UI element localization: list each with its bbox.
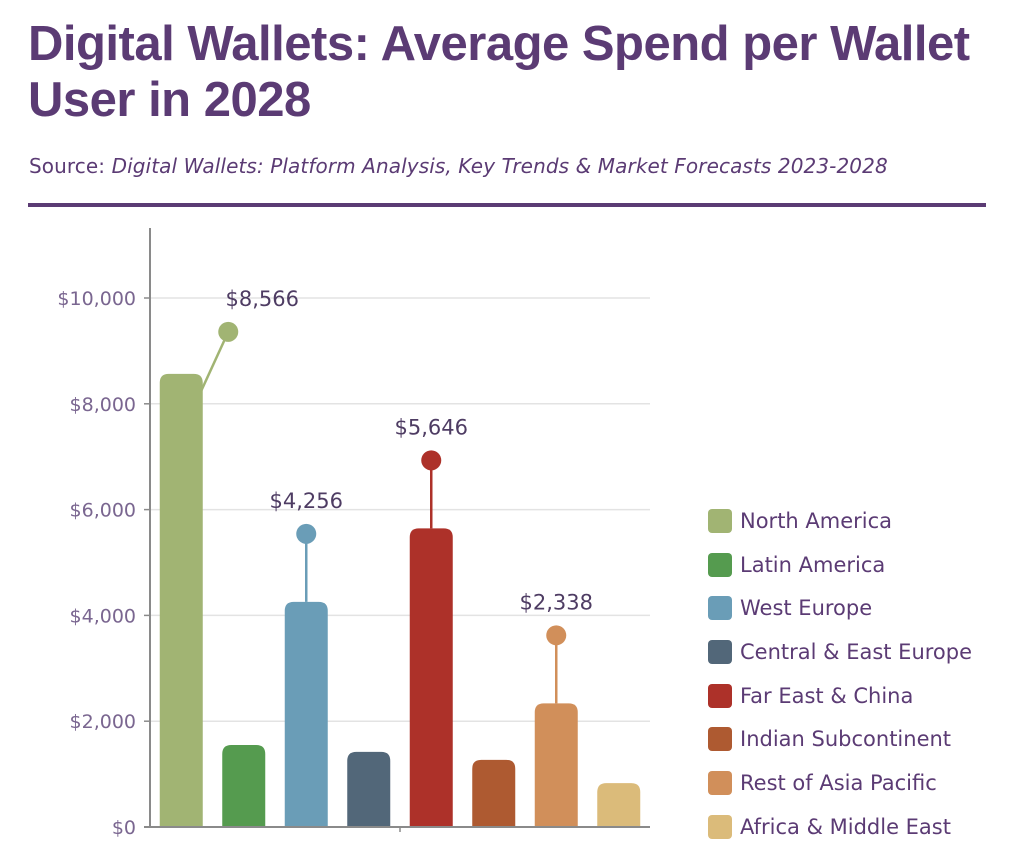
bar	[284, 601, 328, 827]
y-tick-label: $6,000	[70, 500, 136, 522]
legend-swatch	[708, 552, 732, 577]
legend-swatch	[708, 770, 732, 795]
data-label: $8,566	[226, 287, 299, 311]
legend-item[interactable]: Latin America	[708, 543, 972, 587]
legend-label: Rest of Asia Pacific	[740, 770, 937, 795]
data-label: $4,256	[270, 489, 343, 513]
legend-label: North America	[740, 508, 893, 533]
legend-label: Indian Subcontinent	[740, 727, 952, 752]
source-title: Digital Wallets: Platform Analysis, Key …	[111, 154, 888, 178]
bar	[409, 528, 453, 827]
legend-label: Latin America	[740, 552, 886, 577]
legend-label: Central & East Europe	[740, 639, 973, 664]
y-tick-label: $0	[112, 817, 136, 839]
legend-label: Africa & Middle East	[740, 814, 951, 839]
legend-item[interactable]: Rest of Asia Pacific	[708, 761, 972, 805]
data-label: $2,338	[520, 590, 593, 614]
y-tick-label: $2,000	[70, 711, 136, 733]
legend: North America Latin America West Europe …	[708, 499, 972, 849]
data-label-marker	[296, 523, 317, 544]
data-label-marker	[546, 625, 567, 646]
source-prefix: Source:	[29, 154, 112, 178]
data-label: $5,646	[395, 415, 468, 439]
y-tick-label: $4,000	[70, 605, 136, 627]
bar	[347, 751, 391, 827]
data-label-marker	[218, 321, 239, 342]
bar	[597, 783, 641, 827]
legend-swatch	[708, 508, 732, 533]
bar	[222, 745, 266, 827]
data-label-leader	[199, 331, 230, 393]
legend-swatch	[708, 727, 732, 752]
bar	[534, 703, 578, 827]
header-divider	[28, 203, 986, 207]
legend-swatch	[708, 639, 732, 664]
y-tick-label: $10,000	[57, 288, 136, 310]
bar	[472, 759, 516, 827]
legend-item[interactable]: Far East & China	[708, 674, 972, 718]
legend-label: West Europe	[740, 596, 873, 621]
y-tick-label: $8,000	[70, 394, 136, 416]
source-line: Source: Digital Wallets: Platform Analys…	[29, 154, 888, 178]
legend-item[interactable]: West Europe	[708, 586, 972, 630]
bar	[159, 373, 203, 827]
legend-swatch	[708, 596, 732, 621]
legend-item[interactable]: Central & East Europe	[708, 630, 972, 674]
legend-item[interactable]: Indian Subcontinent	[708, 717, 972, 761]
legend-swatch	[708, 683, 732, 708]
chart-title: Digital Wallets: Average Spend per Walle…	[28, 17, 970, 127]
legend-item[interactable]: North America	[708, 499, 972, 543]
data-label-marker	[421, 450, 442, 471]
legend-item[interactable]: Africa & Middle East	[708, 805, 972, 849]
legend-swatch	[708, 814, 732, 839]
legend-label: Far East & China	[740, 683, 914, 708]
